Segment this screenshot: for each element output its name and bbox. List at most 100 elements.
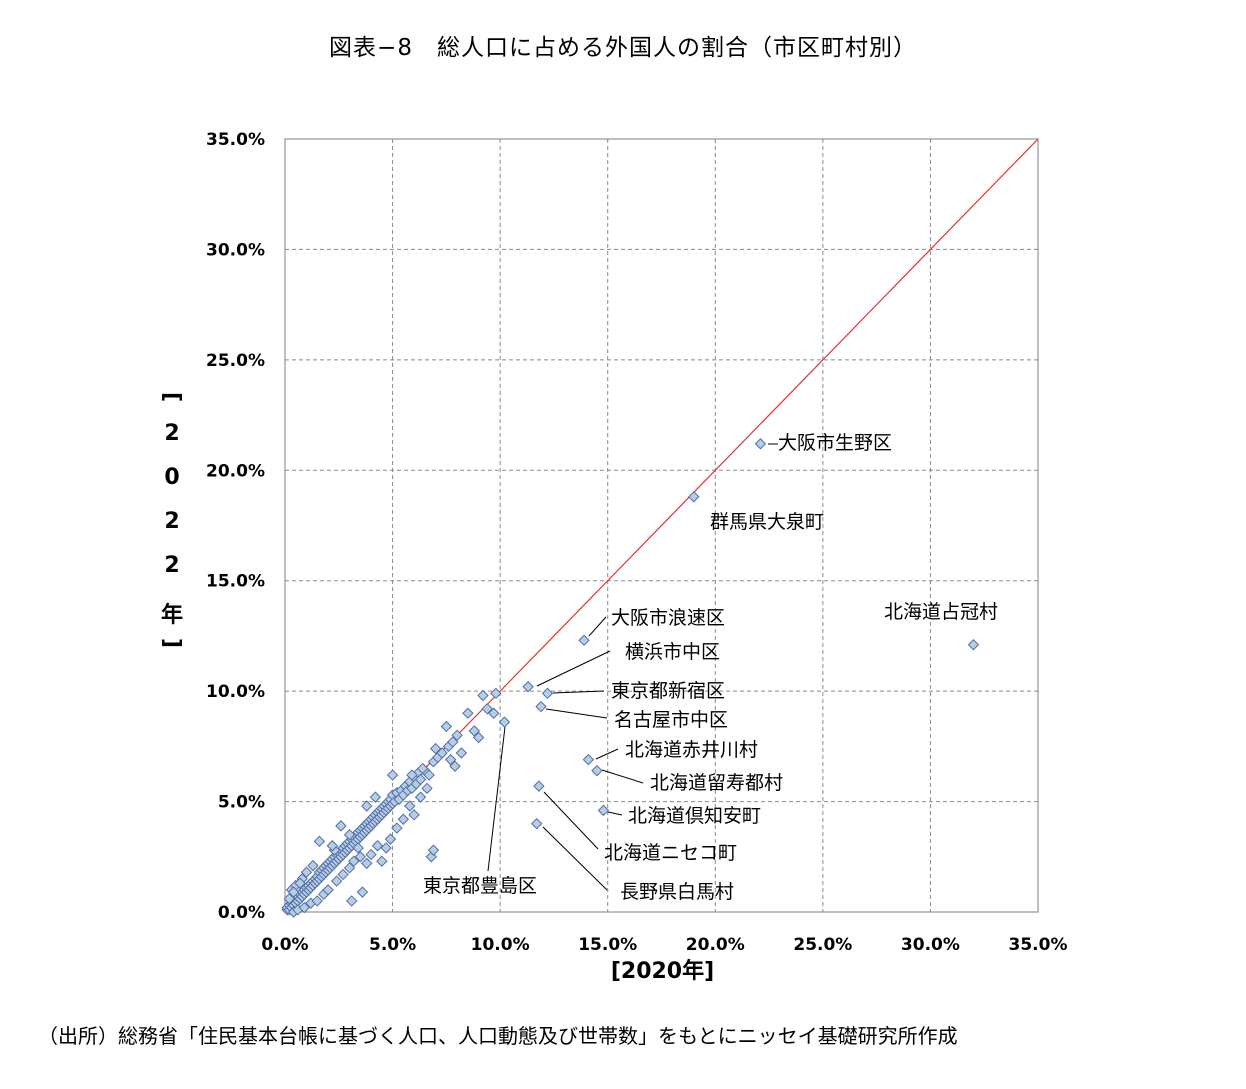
x-tick-label: 5.0%	[369, 935, 416, 955]
data-point	[311, 895, 323, 907]
data-point	[337, 868, 349, 881]
x-tick-label: 30.0%	[901, 935, 960, 955]
data-point	[416, 762, 429, 775]
leader-line	[542, 826, 608, 891]
data-point	[429, 742, 442, 755]
data-point	[380, 842, 392, 854]
leader-line	[588, 616, 607, 637]
data-point	[414, 773, 427, 786]
data-point	[444, 753, 457, 766]
leader-line	[607, 811, 623, 816]
point-annotation: 北海道赤井川村	[625, 739, 758, 761]
data-point	[348, 855, 360, 867]
labeled-data-point	[498, 716, 511, 728]
y-axis-label-char: 2	[164, 553, 179, 578]
labeled-data-point	[533, 780, 545, 792]
y-tick-label: 30.0%	[206, 240, 265, 260]
data-point	[354, 851, 367, 863]
y-axis-label-char: 2	[164, 421, 179, 446]
leader-line	[601, 769, 644, 784]
data-point	[440, 720, 453, 733]
point-annotation: 東京都豊島区	[423, 875, 537, 897]
data-point	[423, 769, 435, 781]
data-point	[427, 844, 440, 856]
leader-line-layer	[487, 443, 778, 891]
x-tick-label: 25.0%	[793, 935, 852, 955]
labeled-data-point	[582, 753, 595, 766]
data-point	[404, 800, 416, 812]
point-annotation: 横浜市中区	[625, 641, 720, 663]
data-point	[345, 895, 358, 907]
x-tick-label: 0.0%	[261, 935, 308, 955]
data-point	[391, 822, 403, 834]
data-point	[335, 820, 347, 832]
leader-line	[545, 708, 608, 719]
labeled-data-point	[531, 817, 543, 830]
leader-line	[536, 650, 611, 687]
point-annotation: 長野県白馬村	[620, 881, 734, 903]
point-annotation: 北海道留寿都村	[650, 772, 783, 794]
y-axis-label-char: [	[159, 392, 184, 402]
point-annotation: 北海道倶知安町	[628, 805, 761, 827]
y-tick-label: 15.0%	[206, 572, 265, 592]
point-annotation: 大阪市生野区	[778, 432, 892, 454]
data-point	[408, 809, 420, 821]
point-annotation: 北海道占冠村	[884, 601, 998, 623]
data-point	[406, 769, 418, 781]
data-point	[330, 875, 343, 887]
y-tick-label: 35.0%	[206, 130, 265, 150]
x-tick-label: 20.0%	[686, 935, 745, 955]
plot-frame	[284, 138, 1039, 913]
data-point	[449, 760, 461, 772]
x-tick-label: 35.0%	[1009, 935, 1068, 955]
data-point	[455, 747, 468, 759]
data-point	[447, 736, 459, 748]
leader-line	[543, 791, 599, 850]
labeled-data-point	[754, 438, 767, 450]
y-axis-label: [2 0 2 2 年]	[159, 392, 184, 648]
y-axis-label-char: 年	[161, 602, 183, 628]
data-point	[481, 703, 493, 715]
data-point	[326, 840, 339, 852]
axis-layer	[284, 138, 1039, 913]
point-annotation: 北海道ニセコ町	[604, 842, 737, 864]
data-point	[376, 855, 388, 867]
data-point	[307, 859, 319, 872]
data-point	[356, 886, 369, 898]
leader-line	[595, 748, 619, 760]
data-point	[369, 791, 382, 803]
point-annotation: 名古屋市中区	[614, 709, 728, 731]
data-point	[365, 848, 377, 861]
data-point	[451, 729, 463, 742]
data-point	[436, 747, 448, 759]
source-note: （出所）総務省「住民基本台帳に基づく人口、人口動態及び世帯数」をもとにニッセイ基…	[38, 1024, 958, 1048]
data-point	[462, 707, 474, 719]
y-axis-label-char: 0	[164, 465, 179, 490]
data-point	[487, 707, 500, 719]
labeled-data-point	[591, 764, 603, 777]
data-point	[468, 725, 481, 737]
data-point	[298, 901, 311, 914]
data-point	[313, 835, 326, 848]
data-point	[472, 731, 485, 744]
data-point	[283, 893, 296, 905]
point-annotation: 大阪市浪速区	[611, 607, 725, 629]
data-point	[490, 687, 502, 700]
data-point-layer	[281, 438, 980, 918]
data-point	[371, 840, 384, 852]
data-point	[397, 813, 410, 825]
y-tick-label: 20.0%	[206, 461, 265, 481]
labeled-data-point	[688, 491, 700, 503]
point-annotation: 東京都新宿区	[611, 680, 725, 702]
y-tick-label: 5.0%	[218, 793, 265, 813]
chart-title: 図表−8 総人口に占める外国人の割合（市区町村別）	[329, 35, 917, 61]
leader-line	[552, 690, 605, 694]
x-tick-label: 15.0%	[578, 935, 637, 955]
y-tick-label: 10.0%	[206, 682, 265, 702]
data-point	[300, 866, 313, 878]
data-point	[322, 884, 334, 896]
labeled-data-point	[967, 639, 980, 651]
labeled-data-point	[541, 687, 554, 700]
data-point	[287, 886, 300, 898]
